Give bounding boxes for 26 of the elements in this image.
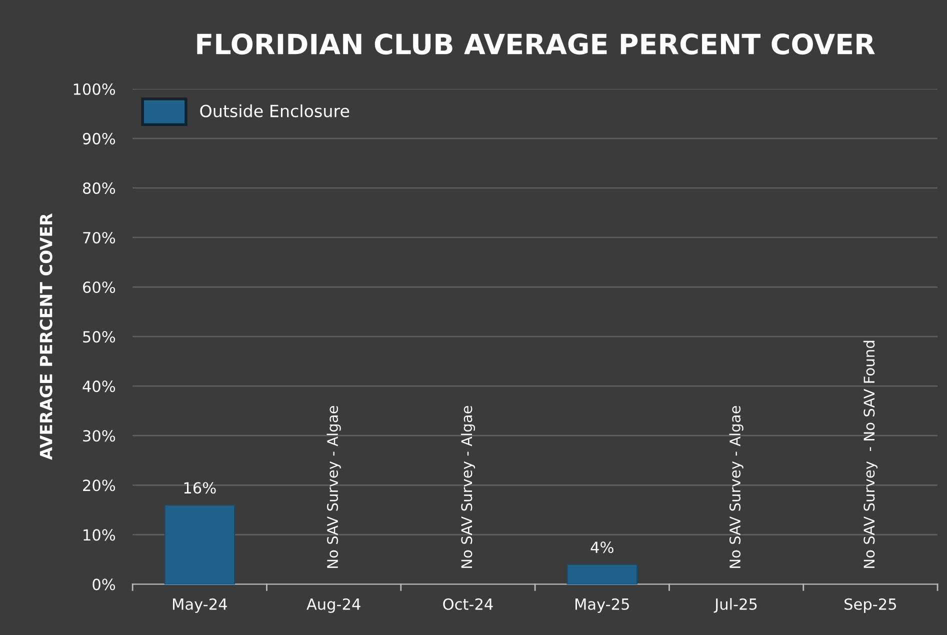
data-label: 16% — [184, 482, 216, 494]
y-tick-label: 80% — [82, 182, 116, 194]
y-tick-label: 20% — [83, 480, 116, 492]
x-tick-label: May-25 — [575, 598, 629, 613]
y-tick-label: 0% — [92, 578, 116, 590]
x-tick-label: Oct-24 — [443, 598, 493, 610]
y-tick-label: 90% — [82, 132, 116, 144]
data-label: 4% — [590, 542, 614, 554]
y-tick-label: 100% — [74, 83, 116, 95]
x-tick-label: Jul-25 — [714, 598, 757, 613]
annotation: No SAV Survey - Algae — [460, 406, 476, 568]
annotation: No SAV Survey - No SAV Found — [863, 340, 878, 568]
x-tick-label: Sep-25 — [844, 598, 896, 613]
y-tick-label: 60% — [83, 281, 116, 294]
y-tick-label: 30% — [83, 430, 116, 442]
x-tick-label: May-24 — [173, 598, 227, 613]
legend-label: Outside Enclosure — [200, 104, 350, 118]
y-tick-label: 10% — [84, 529, 116, 541]
x-tick-label: Aug-24 — [306, 598, 360, 613]
y-axis-title: AVERAGE PERCENT COVER — [40, 213, 52, 460]
y-tick-label: 40% — [82, 380, 116, 392]
y-tick-label: 70% — [83, 232, 116, 244]
y-tick-label: 50% — [83, 331, 116, 343]
chart-title: FLORIDIAN CLUB AVERAGE PERCENT COVER — [197, 34, 875, 55]
annotation: No SAV Survey - Algae — [729, 406, 744, 568]
annotation: No SAV Survey - Algae — [326, 406, 341, 568]
